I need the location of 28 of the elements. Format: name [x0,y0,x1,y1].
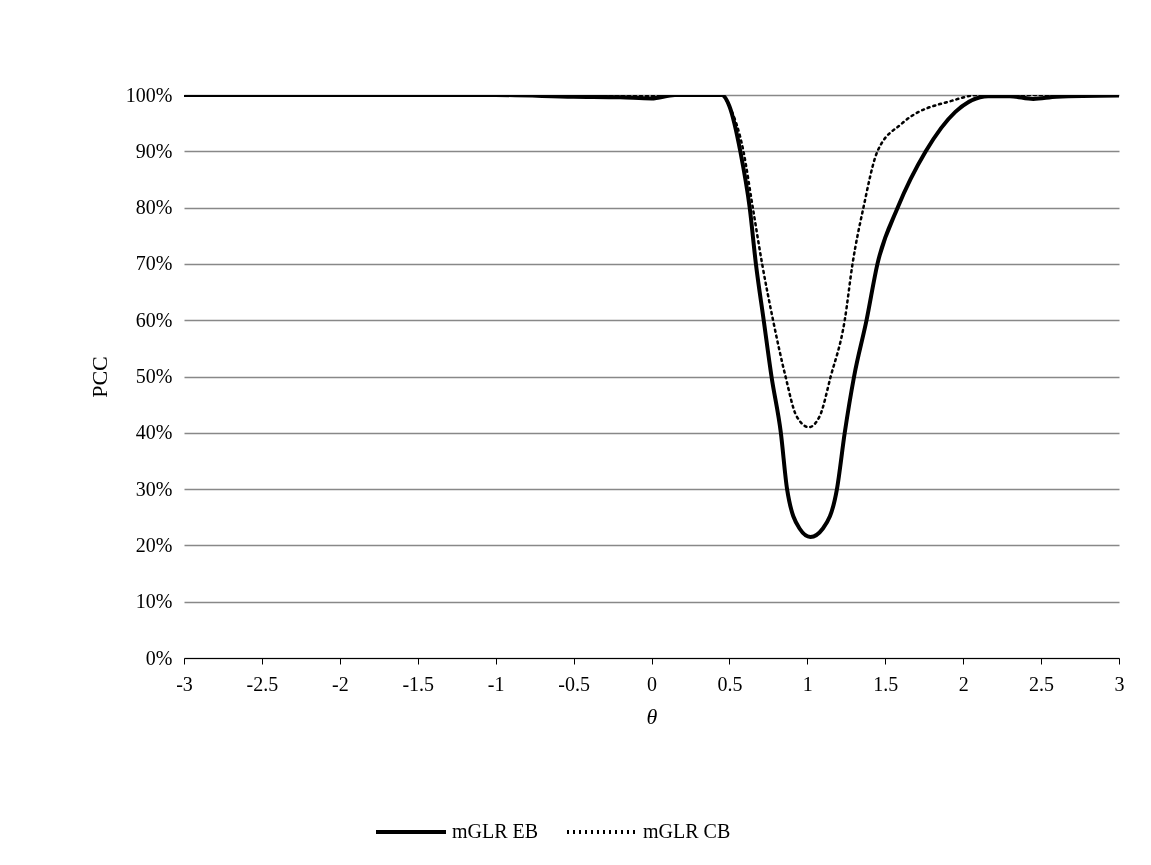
y-tick-label: 50% [135,365,173,387]
x-tick-label: -1 [487,672,505,695]
y-tick-label: 90% [135,139,173,162]
legend-label: mGLR CB [643,820,731,842]
x-tick-label: -2.5 [246,672,279,695]
x-tick-label: -2 [332,672,349,695]
y-tick-label: 40% [135,421,173,444]
y-tick-label: 10% [135,590,173,613]
y-tick-label: 0% [145,646,173,669]
y-tick-label: 20% [135,533,173,556]
x-tick-label: -3 [176,672,193,695]
x-tick-label: 1 [802,672,813,695]
x-tick-label: 2.5 [1029,672,1055,695]
legend-label: mGLR EB [452,820,539,842]
x-tick-label: -1.5 [402,672,435,695]
x-axis-title: θ [646,703,658,729]
x-tick-label: 2 [958,672,969,695]
x-tick-label: 3 [1114,672,1125,695]
y-tick-label: 70% [135,252,173,275]
x-tick-label: 0 [647,672,657,695]
y-axis-title: PCC [86,356,112,398]
x-tick-label: 0.5 [717,672,743,695]
y-tick-label: 30% [135,477,173,500]
y-tick-label: 80% [135,196,173,219]
y-tick-label: 60% [135,308,173,331]
x-tick-label: -0.5 [558,672,590,695]
y-tick-label: 100% [125,83,173,106]
x-tick-label: 1.5 [873,672,899,695]
